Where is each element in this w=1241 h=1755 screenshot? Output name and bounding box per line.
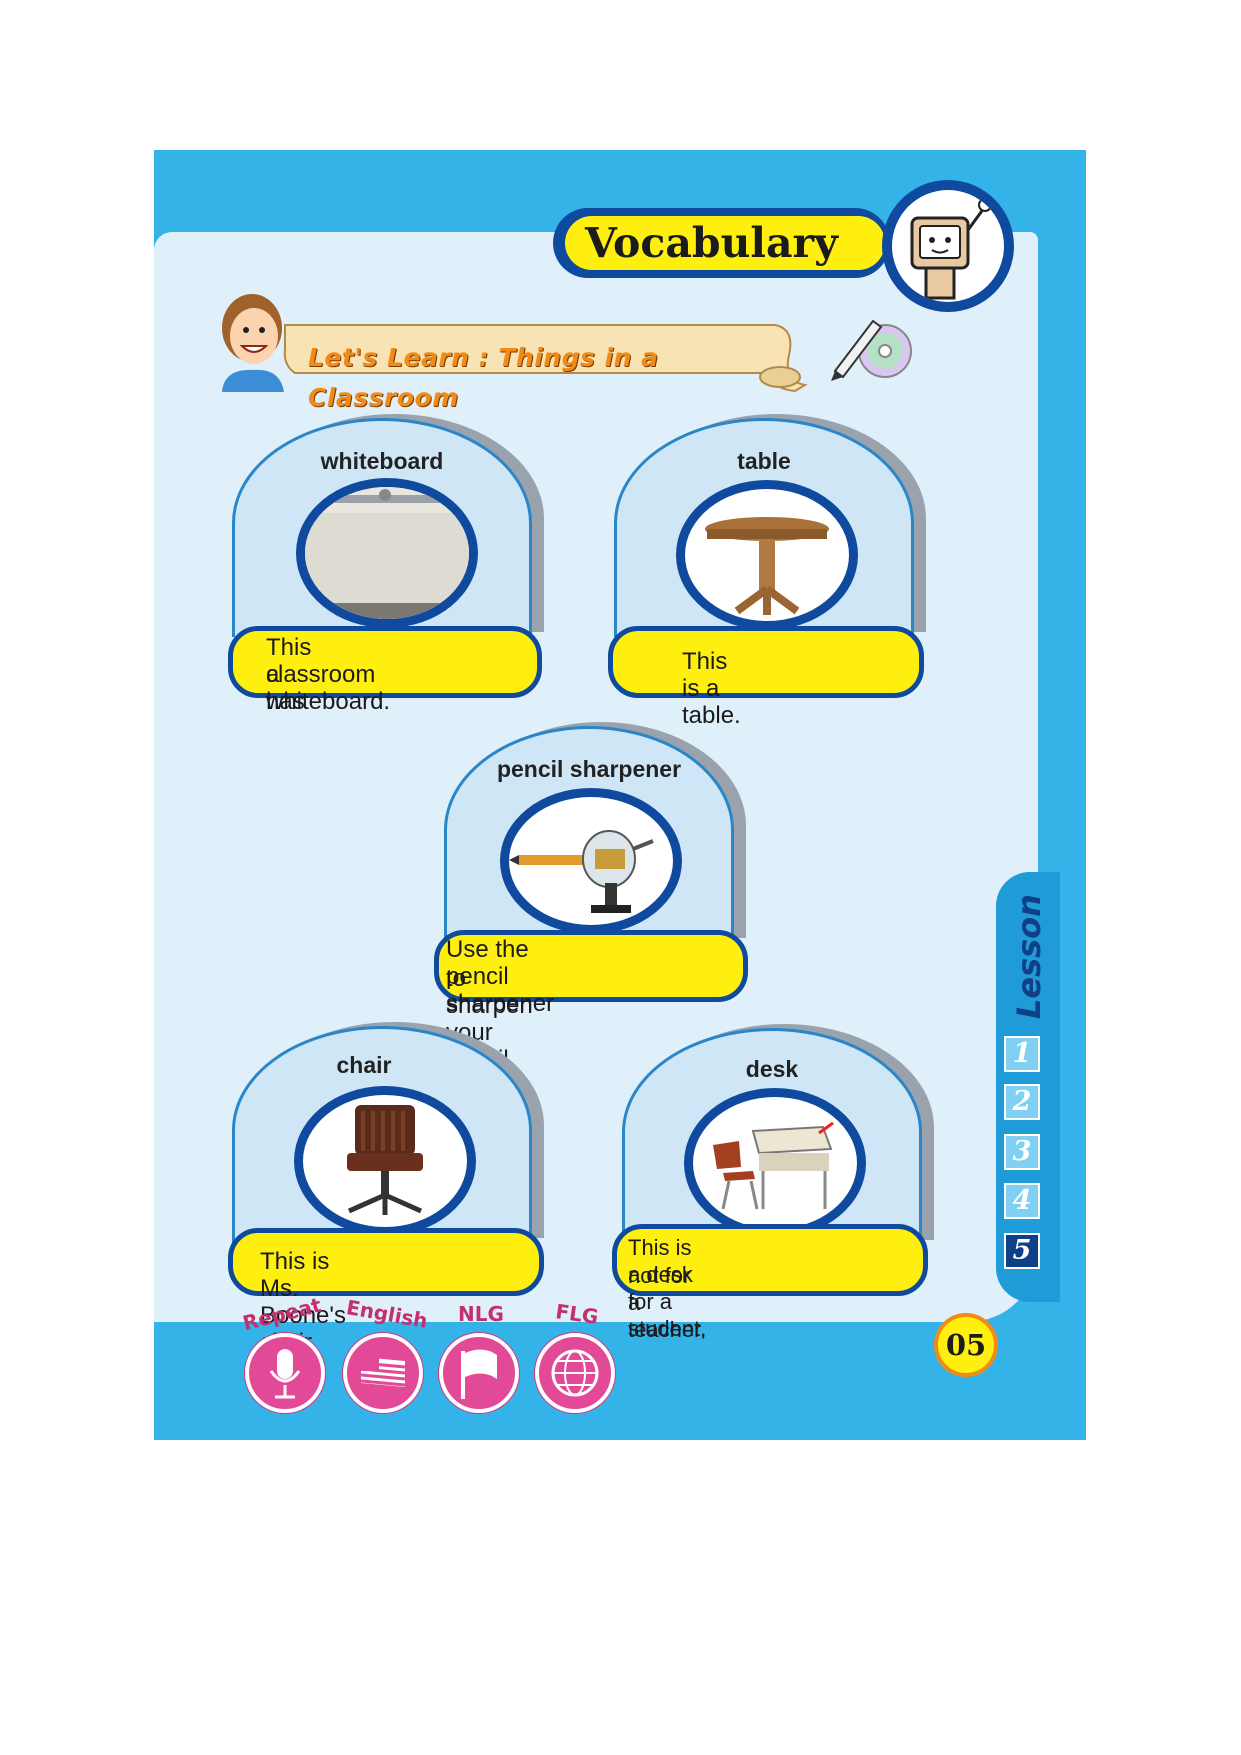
sentence-box xyxy=(608,626,924,698)
lesson-label-text: Lesson xyxy=(1010,895,1048,1019)
whiteboard-photo xyxy=(296,478,478,628)
sentence-box xyxy=(228,1228,544,1296)
sentence-line-1: Use the pencil sharpener xyxy=(446,936,555,1017)
sentence-box xyxy=(434,930,748,1002)
computer-mascot-icon xyxy=(892,190,1004,302)
scroll-banner xyxy=(275,315,815,393)
vocab-word: chair xyxy=(336,1052,392,1078)
sentence-box xyxy=(228,626,542,698)
table-photo xyxy=(676,480,858,630)
flag-icon[interactable] xyxy=(439,1333,519,1413)
sentence-line-2: a whiteboard. xyxy=(266,661,391,715)
talking-pen-cd-icon xyxy=(825,315,917,383)
lesson-4-button[interactable]: 4 xyxy=(1004,1183,1040,1219)
sentence-line-1: This classroom has xyxy=(266,634,376,715)
pencil-sharpener-photo xyxy=(500,788,682,934)
section-title: Let's Learn : Things in a Classroom xyxy=(308,343,659,412)
vocab-word: whiteboard xyxy=(320,448,444,474)
lesson-5-button[interactable]: 5 xyxy=(1004,1233,1040,1269)
lesson-2-button[interactable]: 2 xyxy=(1004,1084,1040,1120)
lesson-1-button[interactable]: 1 xyxy=(1004,1036,1040,1072)
vocab-word: desk xyxy=(745,1056,799,1082)
lesson-3-button[interactable]: 3 xyxy=(1004,1134,1040,1170)
globe-icon[interactable] xyxy=(535,1333,615,1413)
sentence-box xyxy=(612,1224,928,1296)
vocabulary-banner-fill xyxy=(565,216,885,270)
sentence-line-2: not for a teacher. xyxy=(628,1263,707,1342)
desk-photo xyxy=(684,1088,866,1238)
sentence-line-1: This is a table. xyxy=(682,648,741,729)
us-flag-icon[interactable] xyxy=(343,1333,423,1413)
nlg-label: NLG xyxy=(458,1302,504,1326)
boy-character-icon xyxy=(214,288,288,392)
vocab-word: table xyxy=(737,448,791,474)
microphone-icon[interactable] xyxy=(245,1333,325,1413)
lesson-label: Lesson xyxy=(1000,894,1056,1025)
page-number: 05 xyxy=(934,1313,998,1377)
sentence-line-1: This is a desk for a student, xyxy=(628,1235,707,1341)
vocab-word: pencil sharpener xyxy=(496,756,682,782)
chair-photo xyxy=(294,1086,476,1236)
page-title: Vocabulary xyxy=(585,219,838,267)
